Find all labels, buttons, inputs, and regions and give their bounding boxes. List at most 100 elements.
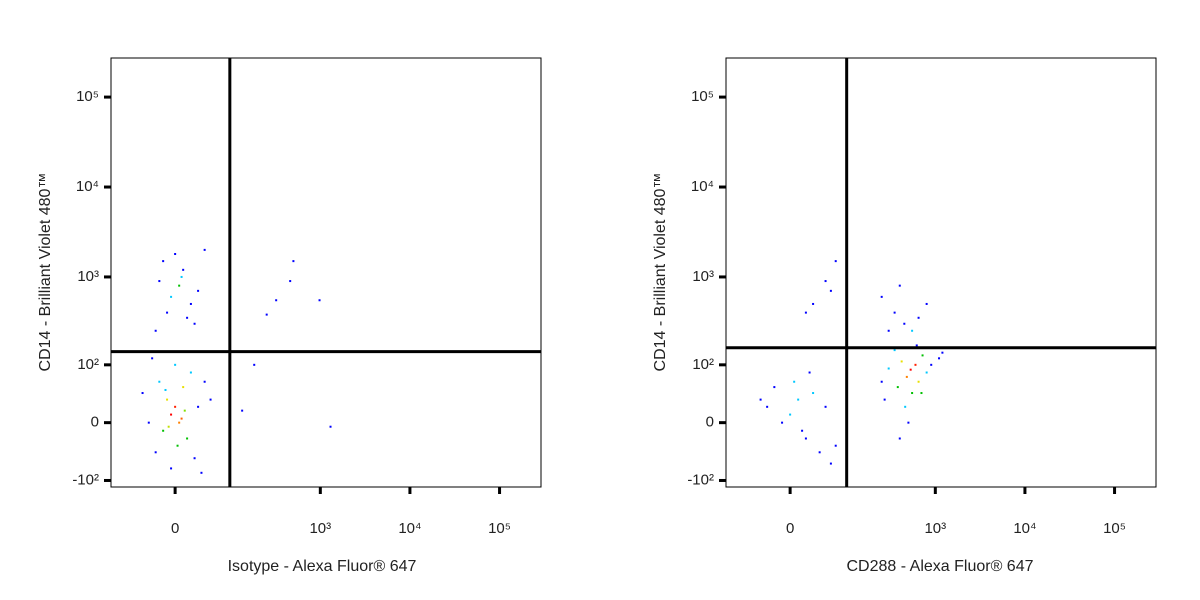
- data-point: [162, 260, 165, 263]
- data-point: [241, 409, 244, 412]
- data-point: [797, 398, 800, 401]
- x-axis-title: Isotype - Alexa Fluor® 647: [228, 558, 417, 575]
- data-point: [917, 316, 920, 319]
- y-tick-label: 10⁴: [76, 178, 99, 195]
- data-point: [834, 260, 837, 263]
- data-point: [925, 371, 928, 374]
- data-point: [292, 260, 295, 263]
- data-point: [887, 367, 890, 370]
- data-point: [829, 462, 832, 465]
- data-point: [887, 329, 890, 332]
- x-tick-label: 10³: [924, 520, 946, 537]
- data-point: [911, 329, 914, 332]
- y-tick-label: 10⁴: [691, 178, 714, 195]
- x-tick-label: 10³: [309, 520, 331, 537]
- data-point: [941, 351, 944, 354]
- data-point: [911, 392, 914, 395]
- data-point: [193, 457, 196, 460]
- data-point: [182, 386, 185, 389]
- data-point: [812, 392, 815, 395]
- data-point: [265, 313, 268, 316]
- data-point: [189, 302, 192, 305]
- y-axis-title: CD14 - Brilliant Violet 480™: [37, 173, 54, 372]
- data-point: [189, 371, 192, 374]
- data-point: [766, 405, 769, 408]
- data-point: [180, 417, 183, 420]
- data-point: [158, 380, 161, 383]
- data-point: [759, 398, 762, 401]
- data-point: [898, 437, 901, 440]
- data-point: [893, 349, 896, 352]
- y-tick-label: 10⁵: [76, 88, 99, 105]
- data-point: [773, 386, 776, 389]
- data-point: [154, 329, 157, 332]
- data-point: [904, 405, 907, 408]
- y-tick-label: 10³: [77, 268, 99, 285]
- x-tick-label: 10⁴: [398, 520, 421, 537]
- data-point: [197, 405, 200, 408]
- data-point: [898, 284, 901, 287]
- data-point: [917, 380, 920, 383]
- data-point: [186, 437, 189, 440]
- data-point: [197, 289, 200, 292]
- x-tick-label: 10⁵: [1103, 520, 1126, 537]
- data-point: [166, 311, 169, 314]
- data-point: [804, 437, 807, 440]
- data-point: [141, 392, 144, 395]
- data-point: [834, 444, 837, 447]
- x-tick-label: 10⁵: [488, 520, 511, 537]
- data-point: [824, 405, 827, 408]
- plot-panel: CD288 - Alexa Fluor® 647 CD14 - Brillian…: [652, 57, 1157, 575]
- data-point: [930, 363, 933, 366]
- y-tick-label: 10³: [692, 268, 714, 285]
- data-point: [193, 322, 196, 325]
- data-point: [170, 413, 173, 416]
- data-point: [883, 398, 886, 401]
- plot-panel: Isotype - Alexa Fluor® 647 CD14 - Brilli…: [37, 57, 542, 575]
- data-point: [907, 421, 910, 424]
- data-point: [170, 467, 173, 470]
- y-tick-label: 10⁵: [691, 88, 714, 105]
- data-point: [174, 363, 177, 366]
- data-point: [203, 380, 206, 383]
- data-point: [793, 380, 796, 383]
- data-point: [183, 409, 186, 412]
- x-tick-label: 10⁴: [1013, 520, 1036, 537]
- data-point: [329, 425, 332, 428]
- plot-frame: [725, 57, 1157, 488]
- data-point: [925, 302, 928, 305]
- data-point: [909, 368, 912, 371]
- data-point: [905, 375, 908, 378]
- data-point: [178, 284, 181, 287]
- data-point: [253, 363, 256, 366]
- data-point: [176, 444, 179, 447]
- x-tick-label: 0: [171, 520, 179, 537]
- data-point: [893, 311, 896, 314]
- data-point: [903, 322, 906, 325]
- data-point: [829, 289, 832, 292]
- data-point: [178, 421, 181, 424]
- y-tick-label: -10²: [72, 471, 99, 488]
- data-point: [174, 253, 177, 256]
- data-point: [167, 425, 170, 428]
- data-point: [203, 248, 206, 251]
- data-point: [789, 413, 792, 416]
- data-point: [896, 386, 899, 389]
- data-point: [162, 429, 165, 432]
- data-point: [174, 405, 177, 408]
- data-point: [921, 354, 924, 357]
- data-point: [920, 392, 923, 395]
- data-point: [209, 398, 212, 401]
- y-tick-label: -10²: [687, 471, 714, 488]
- data-point: [801, 429, 804, 432]
- x-tick-label: 0: [786, 520, 794, 537]
- data-point: [318, 299, 321, 302]
- data-point: [275, 299, 278, 302]
- y-axis-title: CD14 - Brilliant Violet 480™: [652, 173, 669, 372]
- data-point: [900, 360, 903, 363]
- data-point: [200, 471, 203, 474]
- data-point: [186, 316, 189, 319]
- data-point: [147, 421, 150, 424]
- data-point: [812, 302, 815, 305]
